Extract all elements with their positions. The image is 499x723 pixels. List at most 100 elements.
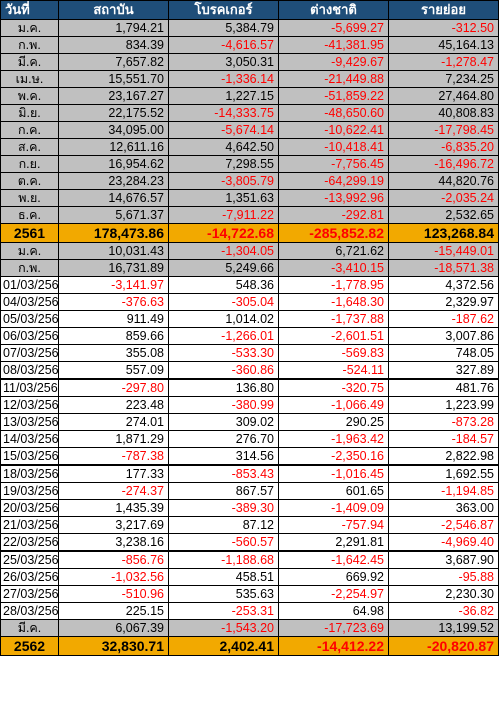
cell-foreign: -1,066.49 (278, 396, 389, 414)
month-row: ก.พ. 834.39 -4,616.57 -41,381.95 45,164.13 (0, 36, 499, 54)
row-label: ม.ค. (0, 242, 59, 260)
row-label: 28/03/2562 (0, 602, 59, 620)
cell-foreign: -1,016.45 (278, 464, 389, 483)
cell-foreign: 6,721.62 (278, 242, 389, 260)
cell-institution: 16,954.62 (58, 155, 169, 173)
cell-institution: 34,095.00 (58, 121, 169, 139)
cell-institution: 23,284.23 (58, 172, 169, 190)
cell-foreign: 290.25 (278, 413, 389, 431)
row-label: 27/03/2562 (0, 585, 59, 603)
cell-broker: -14,722.68 (168, 223, 279, 243)
year-total-row: 2561 178,473.86 -14,722.68 -285,852.82 123,2… (0, 223, 499, 243)
cell-foreign: -5,699.27 (278, 19, 389, 37)
cell-broker: 276.70 (168, 430, 279, 448)
cell-retail: 44,820.76 (388, 172, 499, 190)
row-label: 13/03/2562 (0, 413, 59, 431)
cell-retail: -187.62 (388, 310, 499, 328)
month-row: ก.ค. 34,095.00 -5,674.14 -10,622.41 -17,798.… (0, 121, 499, 139)
month-row: เม.ษ. 15,551.70 -1,336.14 -21,449.88 7,234.2… (0, 70, 499, 88)
cell-institution: 355.08 (58, 344, 169, 362)
row-label: 18/03/2562 (0, 464, 59, 483)
cell-institution: -297.80 (58, 378, 169, 397)
table-row: 05/03/2562911.491,014.02-1,737.88-187.62 (0, 310, 499, 328)
cell-broker: -380.99 (168, 396, 279, 414)
cell-broker: -14,333.75 (168, 104, 279, 122)
cell-broker: 136.80 (168, 378, 279, 397)
month-row: ม.ค. 10,031.43 -1,304.05 6,721.62 -15,449.01 (0, 242, 499, 260)
cell-retail: -95.88 (388, 568, 499, 586)
cell-broker: -305.04 (168, 293, 279, 311)
cell-foreign: -285,852.82 (278, 223, 389, 243)
cell-foreign: -7,756.45 (278, 155, 389, 173)
cell-institution: -856.76 (58, 550, 169, 569)
cell-retail: 123,268.84 (388, 223, 499, 243)
cell-institution: 1,435.39 (58, 499, 169, 517)
header-institution: สถาบัน (58, 0, 169, 20)
cell-retail: -1,194.85 (388, 482, 499, 500)
row-label: 05/03/2562 (0, 310, 59, 328)
cell-retail: 481.76 (388, 378, 499, 397)
cell-institution: 14,676.57 (58, 189, 169, 207)
row-label: 01/03/2562 (0, 276, 59, 294)
cell-foreign: -64,299.19 (278, 172, 389, 190)
cell-institution: 1,794.21 (58, 19, 169, 37)
month-row: ต.ค. 23,284.23 -3,805.79 -64,299.19 44,820.7… (0, 172, 499, 190)
row-label: 06/03/2562 (0, 327, 59, 345)
row-label: 22/03/2562 (0, 533, 59, 552)
cell-foreign: -569.83 (278, 344, 389, 362)
cell-broker: 314.56 (168, 447, 279, 466)
table-row: 11/03/2562 -297.80 136.80 -320.75 481.76 (0, 378, 499, 397)
cell-retail: 2,822.98 (388, 447, 499, 466)
year-total-row: 2562 32,830.71 2,402.41 -14,412.22 -20,820.8… (0, 636, 499, 656)
cell-retail: -4,969.40 (388, 533, 499, 552)
cell-retail: 45,164.13 (388, 36, 499, 54)
cell-broker: 7,298.55 (168, 155, 279, 173)
row-label: มี.ค. (0, 53, 59, 71)
row-label: ก.พ. (0, 36, 59, 54)
cell-broker: -253.31 (168, 602, 279, 620)
cell-foreign: -1,963.42 (278, 430, 389, 448)
cell-broker: 1,014.02 (168, 310, 279, 328)
header-retail: รายย่อย (388, 0, 499, 20)
cell-institution: 7,657.82 (58, 53, 169, 71)
cell-retail: -184.57 (388, 430, 499, 448)
cell-broker: -5,674.14 (168, 121, 279, 139)
cell-institution: 6,067.39 (58, 619, 169, 637)
row-label: ก.ค. (0, 121, 59, 139)
cell-retail: -312.50 (388, 19, 499, 37)
cell-institution: 223.48 (58, 396, 169, 414)
cell-institution: -787.38 (58, 447, 169, 466)
cell-foreign: -2,350.16 (278, 447, 389, 466)
cell-broker: 5,384.79 (168, 19, 279, 37)
cell-broker: 3,050.31 (168, 53, 279, 71)
cell-broker: 535.63 (168, 585, 279, 603)
cell-foreign: -9,429.67 (278, 53, 389, 71)
cell-foreign: -14,412.22 (278, 636, 389, 656)
cell-institution: -376.63 (58, 293, 169, 311)
cell-retail: 748.05 (388, 344, 499, 362)
cell-foreign: -48,650.60 (278, 104, 389, 122)
cell-foreign: -1,778.95 (278, 276, 389, 294)
row-label: ม.ค. (0, 19, 59, 37)
cell-institution: 177.33 (58, 464, 169, 483)
cell-retail: 2,532.65 (388, 206, 499, 224)
cell-institution: 23,167.27 (58, 87, 169, 105)
cell-retail: 13,199.52 (388, 619, 499, 637)
cell-foreign: -1,648.30 (278, 293, 389, 311)
cell-foreign: -524.11 (278, 361, 389, 380)
row-label: 26/03/2562 (0, 568, 59, 586)
cell-institution: 178,473.86 (58, 223, 169, 243)
cell-retail: -2,546.87 (388, 516, 499, 534)
row-label: พ.ค. (0, 87, 59, 105)
row-label: 2562 (0, 636, 59, 656)
cell-broker: -360.86 (168, 361, 279, 380)
row-label: ส.ค. (0, 138, 59, 156)
cell-retail: -1,278.47 (388, 53, 499, 71)
investor-trading-table: วันที่ สถาบัน โบรคเกอร์ ต่างชาติ รายย่อย… (0, 0, 499, 656)
cell-retail: -18,571.38 (388, 259, 499, 277)
